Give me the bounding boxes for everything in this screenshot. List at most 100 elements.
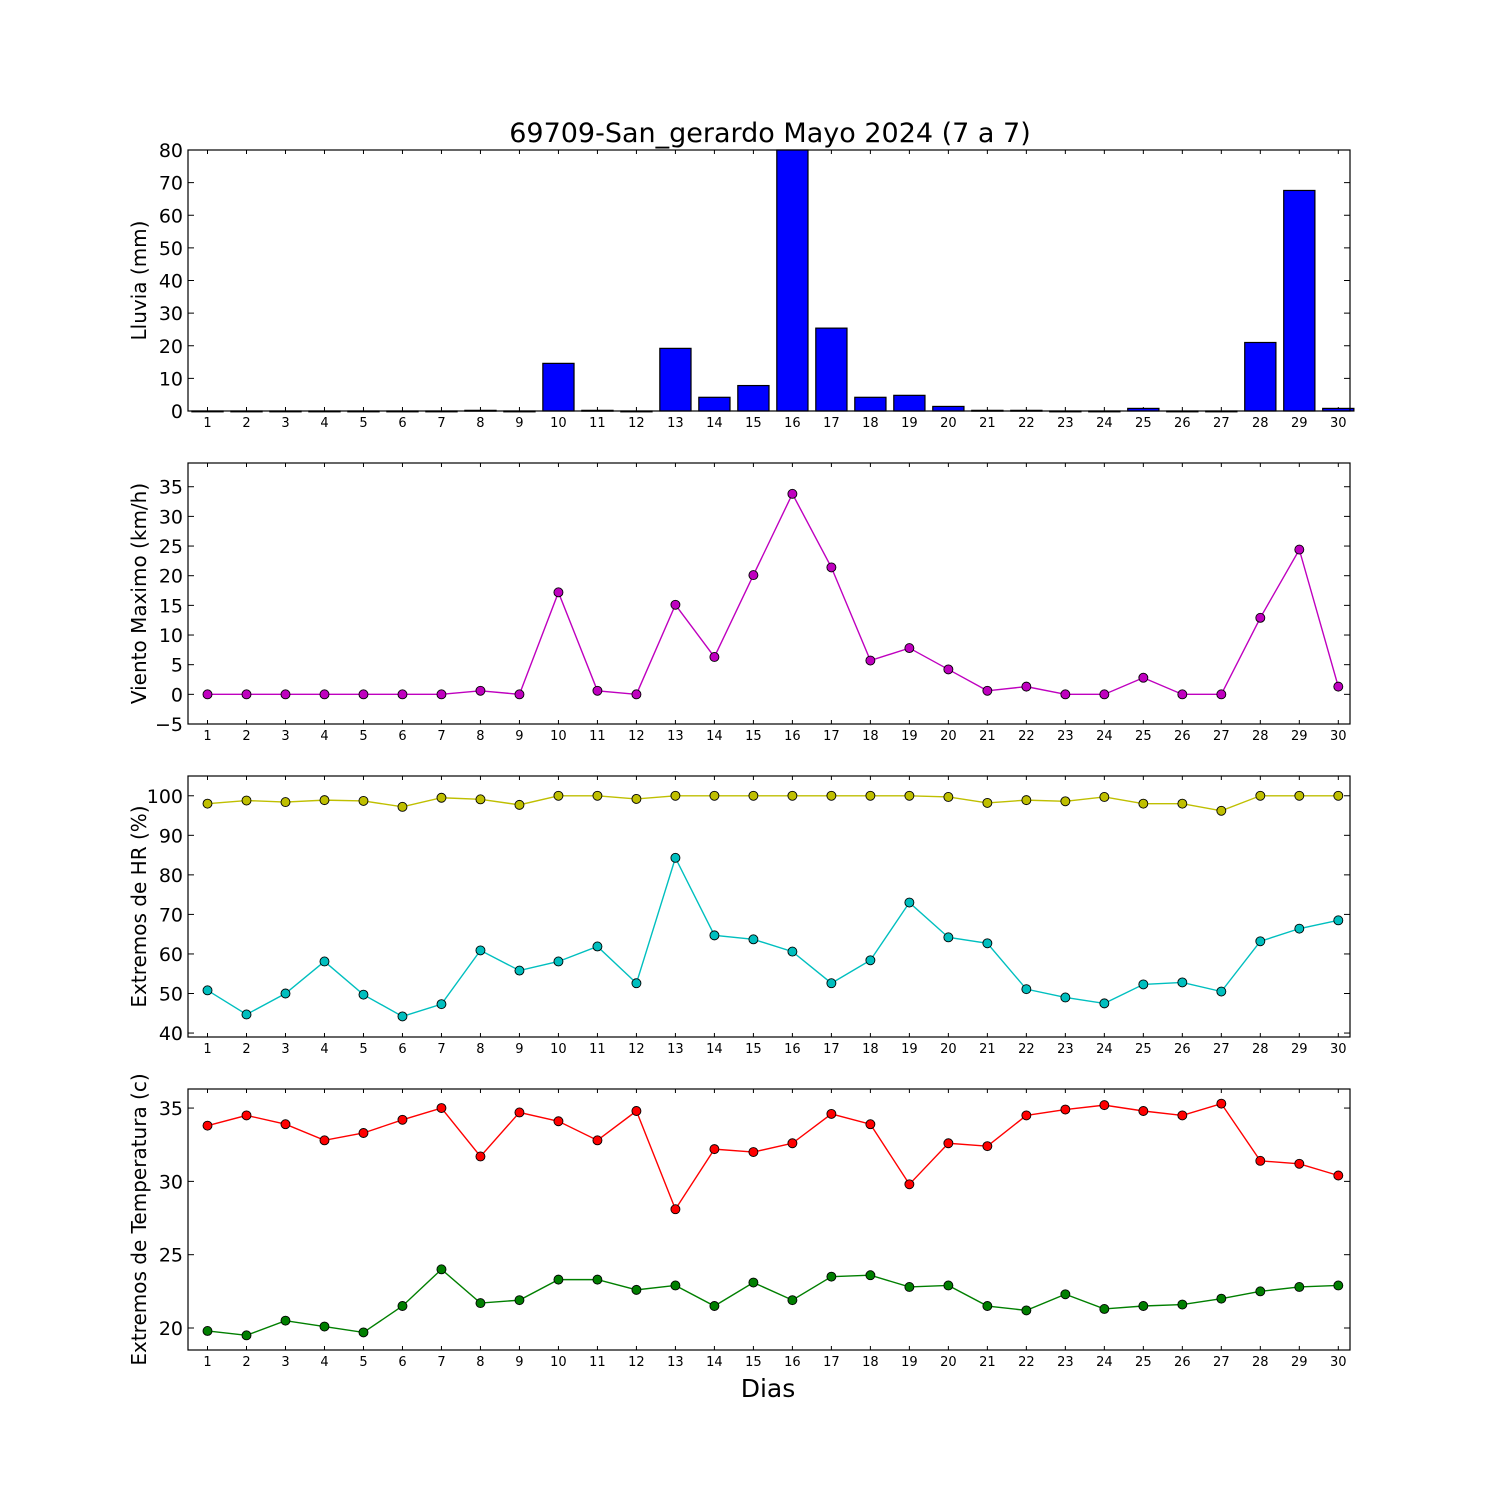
x-tick-label: 1 [203, 1355, 211, 1370]
data-point-day-21 [982, 685, 993, 696]
data-point-day-11 [592, 1135, 603, 1146]
x-tick-label: 3 [281, 1042, 289, 1057]
x-tick-label: 19 [901, 1355, 918, 1370]
data-point-day-10 [553, 1116, 564, 1127]
data-point-day-8 [475, 1151, 486, 1162]
x-tick-label: 26 [1174, 416, 1191, 431]
data-point-day-22 [1021, 681, 1032, 692]
data-point-day-26 [1177, 1110, 1188, 1121]
data-point-day-28 [1255, 612, 1266, 623]
x-tick-label: 25 [1135, 416, 1152, 431]
x-tick-label: 20 [940, 1355, 957, 1370]
data-point-day-27 [1216, 986, 1227, 997]
data-point-day-4 [319, 1135, 330, 1146]
data-point-day-5 [358, 1327, 369, 1338]
data-point-day-19 [904, 1179, 915, 1190]
x-tick-label: 26 [1174, 1355, 1191, 1370]
data-point-day-27 [1216, 1293, 1227, 1304]
x-tick-label: 29 [1291, 1042, 1308, 1057]
x-tick-label: 16 [784, 1355, 801, 1370]
data-point-day-20 [943, 792, 954, 802]
data-point-day-24 [1099, 1303, 1110, 1314]
data-point-day-25 [1138, 979, 1149, 990]
x-tick-label: 13 [667, 1042, 684, 1057]
data-point-day-28 [1255, 1155, 1266, 1166]
data-point-day-24 [1099, 998, 1110, 1009]
x-tick-label: 30 [1330, 416, 1347, 431]
data-point-day-15 [748, 1277, 759, 1288]
y-tick-label: 30 [159, 1171, 183, 1193]
x-tick-label: 7 [437, 729, 445, 744]
data-point-day-23 [1060, 1289, 1071, 1300]
x-tick-label: 17 [823, 1042, 840, 1057]
y-tick-label: 10 [159, 625, 183, 647]
bar-day-28 [1244, 341, 1277, 412]
x-tick-label: 10 [550, 729, 567, 744]
data-point-day-29 [1294, 923, 1305, 934]
data-point-day-27 [1216, 805, 1227, 816]
data-point-day-1 [202, 985, 213, 996]
data-point-day-28 [1255, 1286, 1266, 1297]
y-tick-label: 60 [159, 205, 183, 227]
data-point-day-17 [826, 978, 837, 989]
x-tick-label: 9 [515, 416, 523, 431]
data-point-day-16 [787, 1295, 798, 1306]
data-point-day-3 [280, 1119, 291, 1130]
x-tick-label: 15 [745, 416, 762, 431]
data-point-day-11 [592, 941, 603, 952]
x-tick-label: 14 [706, 729, 723, 744]
x-tick-label: 12 [628, 416, 645, 431]
data-point-day-22 [1021, 1305, 1032, 1316]
y-tick-label: 25 [159, 1245, 183, 1267]
data-point-day-15 [748, 934, 759, 945]
data-point-day-3 [280, 797, 291, 808]
data-point-day-7 [436, 792, 447, 803]
x-tick-label: 7 [437, 1355, 445, 1370]
data-point-day-5 [358, 989, 369, 1000]
data-point-day-21 [982, 797, 993, 808]
y-tick-label: 20 [159, 1318, 183, 1340]
x-tick-label: 15 [745, 1355, 762, 1370]
y-tick-label: 35 [159, 1098, 183, 1120]
x-tick-label: 27 [1213, 416, 1230, 431]
series-line-1 [207, 1268, 1339, 1337]
data-point-day-1 [202, 798, 213, 809]
bar-day-29 [1283, 189, 1316, 412]
x-tick-label: 3 [281, 416, 289, 431]
x-tick-label: 6 [398, 1042, 406, 1057]
x-tick-label: 13 [667, 729, 684, 744]
axes-frame [187, 1088, 1351, 1351]
data-point-day-21 [982, 1301, 993, 1311]
x-tick-label: 20 [940, 1042, 957, 1057]
x-tick-label: 6 [398, 1355, 406, 1370]
data-point-day-29 [1294, 544, 1305, 555]
y-tick-label: 30 [159, 303, 183, 325]
x-tick-label: 14 [706, 1042, 723, 1057]
data-point-day-9 [514, 1295, 525, 1306]
x-tick-label: 22 [1018, 1355, 1035, 1370]
y-axis-label: Extremos de Temperatura (c) [127, 1073, 151, 1365]
x-tick-label: 8 [476, 1042, 484, 1057]
x-tick-label: 23 [1057, 416, 1074, 431]
data-point-day-16 [787, 946, 798, 957]
data-point-day-20 [943, 1280, 954, 1291]
x-tick-label: 15 [745, 729, 762, 744]
x-tick-label: 11 [589, 416, 606, 431]
data-point-day-3 [280, 988, 291, 999]
data-point-day-11 [592, 685, 603, 696]
x-tick-label: 23 [1057, 729, 1074, 744]
x-tick-label: 1 [203, 729, 211, 744]
data-point-day-9 [514, 965, 525, 976]
x-tick-label: 17 [823, 1355, 840, 1370]
y-tick-label: 25 [159, 536, 183, 558]
data-point-day-17 [826, 562, 837, 573]
data-point-day-8 [475, 1298, 486, 1309]
x-tick-label: 17 [823, 729, 840, 744]
x-tick-label: 28 [1252, 1355, 1269, 1370]
data-point-day-3 [280, 689, 291, 700]
data-point-day-26 [1177, 689, 1188, 700]
y-axis-label: Viento Maximo (km/h) [127, 483, 151, 704]
x-tick-label: 2 [242, 1355, 250, 1370]
data-point-day-9 [514, 799, 525, 810]
axes-frame [187, 149, 1351, 412]
